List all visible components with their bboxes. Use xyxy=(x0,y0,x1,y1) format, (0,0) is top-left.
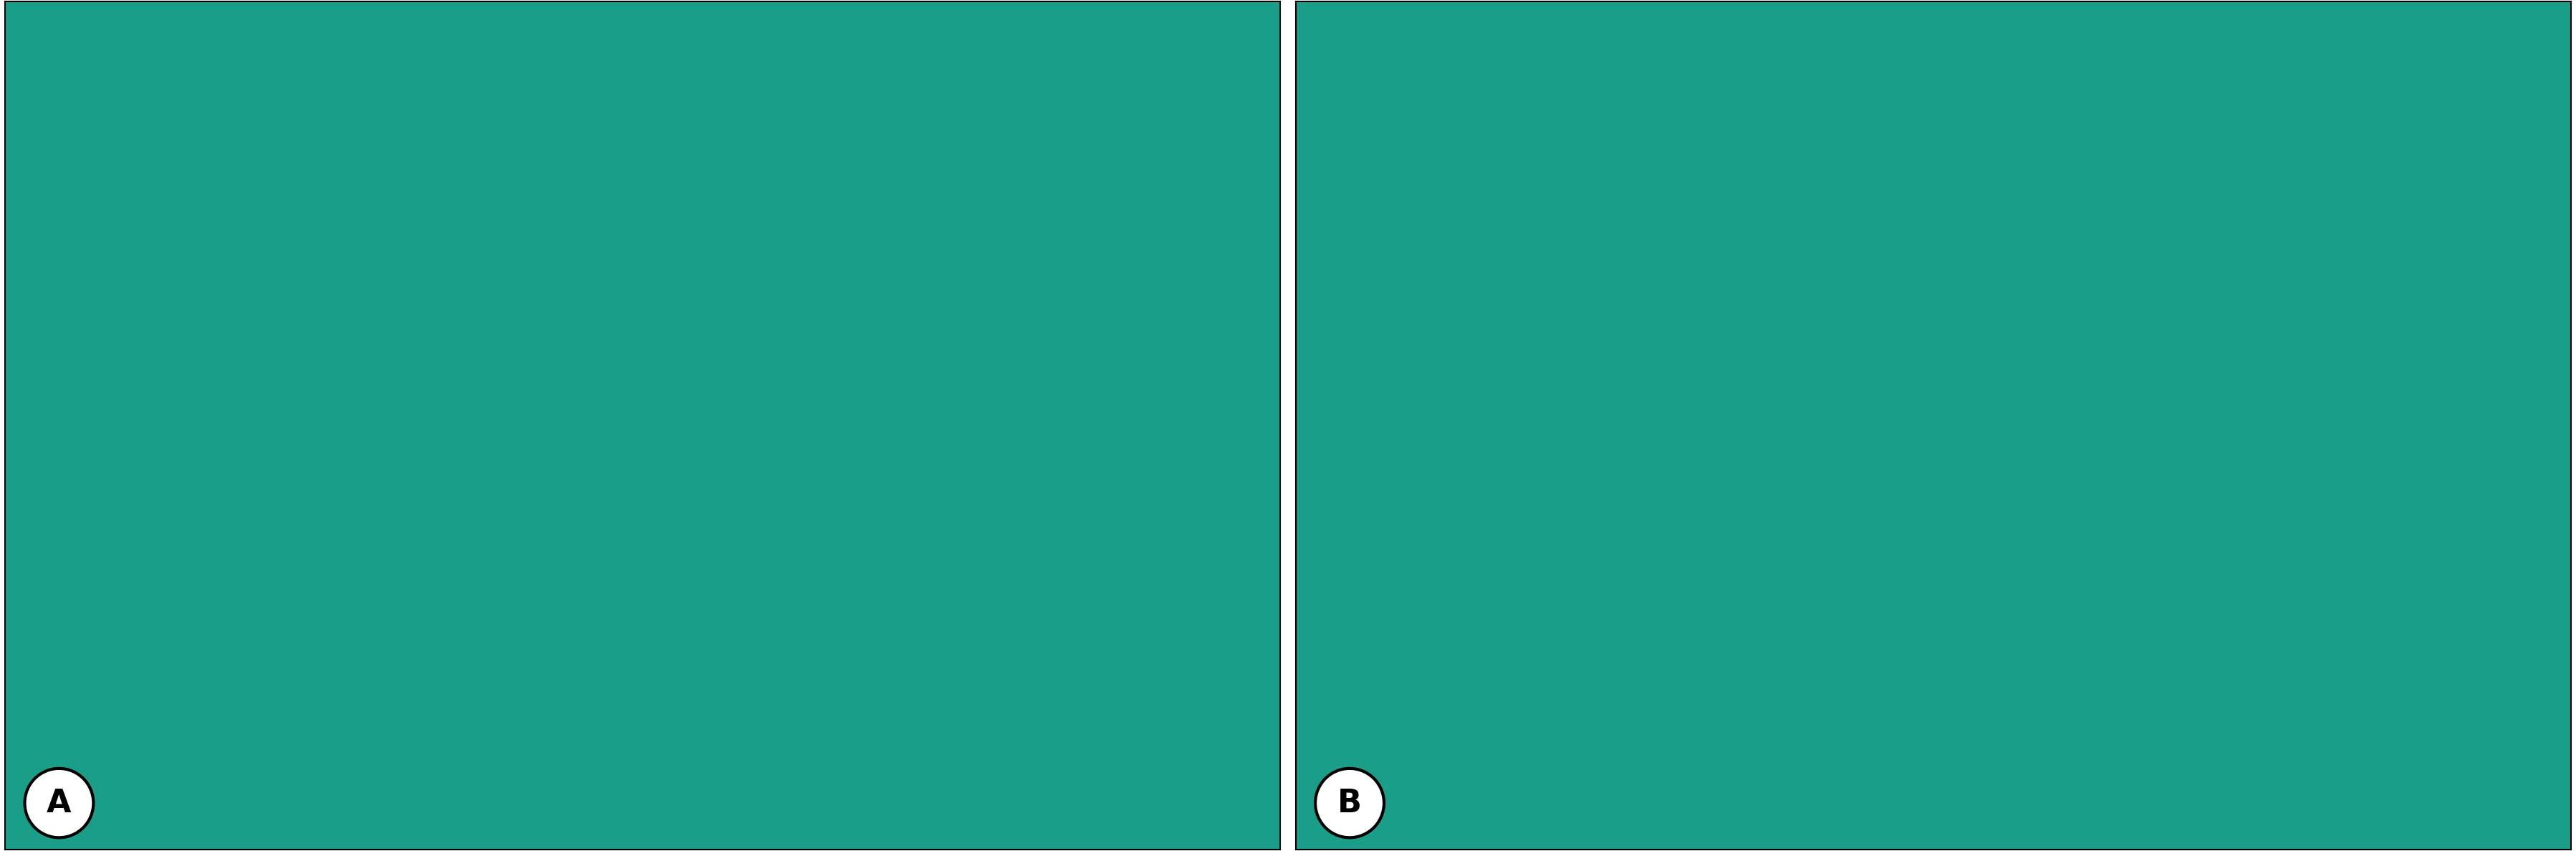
Text: B: B xyxy=(1337,788,1363,819)
Text: A: A xyxy=(46,788,72,819)
Circle shape xyxy=(1316,768,1383,837)
Circle shape xyxy=(26,768,93,837)
